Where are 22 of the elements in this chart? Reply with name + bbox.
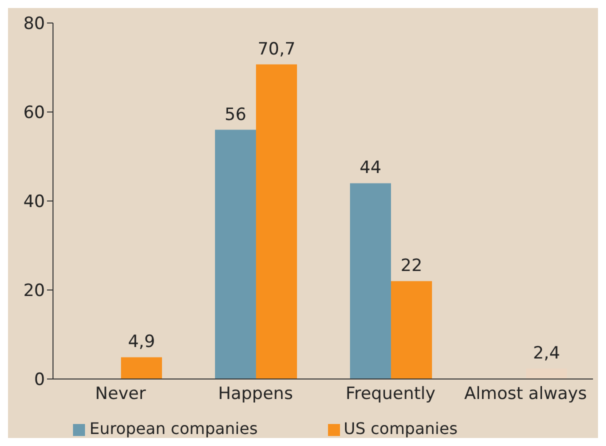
data-label: 70,7 xyxy=(258,39,296,60)
data-label: 56 xyxy=(224,104,246,125)
bar xyxy=(121,357,162,379)
legend-label: US companies xyxy=(344,419,458,438)
data-label: 44 xyxy=(360,158,382,178)
bar xyxy=(256,64,297,379)
data-label: 4,9 xyxy=(128,332,156,352)
x-tick-label: Happens xyxy=(218,384,294,404)
bar xyxy=(215,130,256,379)
x-tick-label: Frequently xyxy=(346,384,436,404)
data-label: 22 xyxy=(400,256,422,276)
x-tick-label: Almost always xyxy=(464,384,587,404)
bar xyxy=(391,281,432,379)
x-tick-label: Never xyxy=(95,384,146,404)
y-tick-label: 80 xyxy=(23,14,45,34)
y-tick-label: 60 xyxy=(23,103,45,124)
y-tick-label: 40 xyxy=(23,192,45,212)
data-label: 2,4 xyxy=(532,343,560,364)
bar xyxy=(350,183,391,379)
legend-label: European companies xyxy=(89,419,258,438)
y-tick-label: 0 xyxy=(34,370,45,390)
y-tick-label: 20 xyxy=(23,281,45,302)
